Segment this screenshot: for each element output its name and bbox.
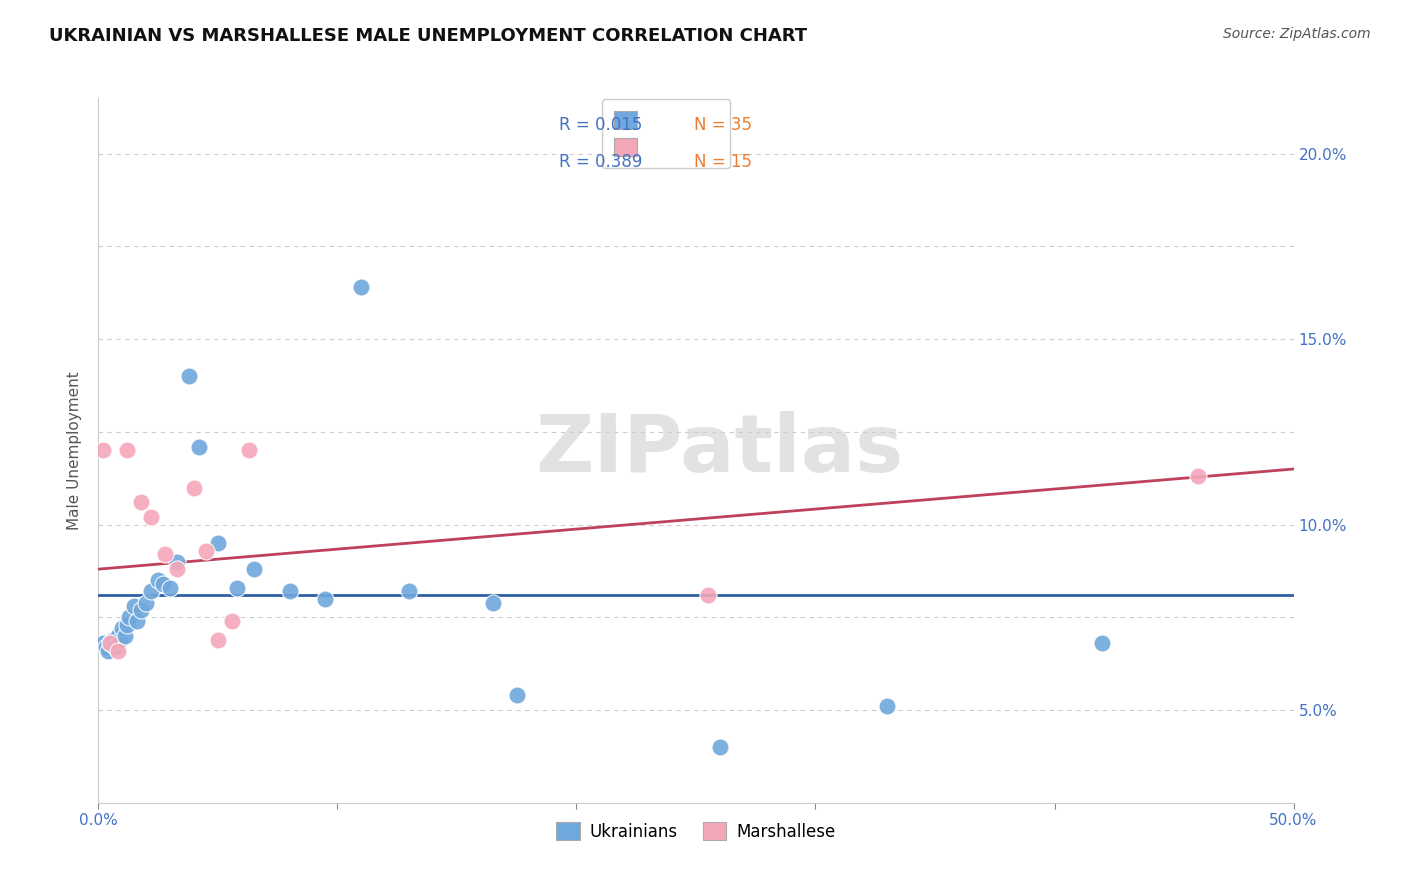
Point xyxy=(243,562,266,576)
Point xyxy=(91,443,114,458)
Point xyxy=(159,581,181,595)
Point xyxy=(207,632,229,647)
Point xyxy=(94,640,117,654)
Point xyxy=(195,543,218,558)
Legend: Ukrainians, Marshallese: Ukrainians, Marshallese xyxy=(550,815,842,847)
Point xyxy=(506,688,529,702)
Text: N = 15: N = 15 xyxy=(693,153,752,171)
Point xyxy=(98,636,122,650)
Point xyxy=(104,640,127,654)
Point xyxy=(398,584,420,599)
Text: Source: ZipAtlas.com: Source: ZipAtlas.com xyxy=(1223,27,1371,41)
Point xyxy=(124,599,146,614)
Point xyxy=(315,591,337,606)
Point xyxy=(139,510,162,524)
Point xyxy=(139,584,162,599)
Point xyxy=(183,481,205,495)
Point xyxy=(135,595,157,609)
Point xyxy=(166,562,188,576)
Point xyxy=(1091,636,1114,650)
Point xyxy=(118,610,141,624)
Point xyxy=(179,369,201,384)
Text: R = 0.015: R = 0.015 xyxy=(558,116,643,134)
Point xyxy=(107,644,129,658)
Point xyxy=(226,581,249,595)
Point xyxy=(125,614,148,628)
Point xyxy=(131,495,153,509)
Point xyxy=(108,632,131,647)
Point xyxy=(207,536,229,550)
Point xyxy=(107,629,129,643)
Point xyxy=(131,603,153,617)
Point xyxy=(1187,469,1209,483)
Text: R = 0.389: R = 0.389 xyxy=(558,153,643,171)
Text: ZIPatlas: ZIPatlas xyxy=(536,411,904,490)
Point xyxy=(350,280,373,294)
Point xyxy=(187,440,209,454)
Text: N = 35: N = 35 xyxy=(693,116,752,134)
Point xyxy=(111,622,134,636)
Point xyxy=(709,740,731,755)
Y-axis label: Male Unemployment: Male Unemployment xyxy=(67,371,83,530)
Point xyxy=(481,595,505,609)
Point xyxy=(221,614,243,628)
Point xyxy=(152,577,174,591)
Point xyxy=(697,588,720,602)
Point xyxy=(278,584,301,599)
Point xyxy=(98,636,122,650)
Text: UKRAINIAN VS MARSHALLESE MALE UNEMPLOYMENT CORRELATION CHART: UKRAINIAN VS MARSHALLESE MALE UNEMPLOYME… xyxy=(49,27,807,45)
Point xyxy=(101,632,124,647)
Point xyxy=(166,555,188,569)
Point xyxy=(155,547,177,561)
Point xyxy=(238,443,260,458)
Point xyxy=(876,699,898,714)
Point xyxy=(97,644,120,658)
Point xyxy=(91,636,114,650)
Point xyxy=(114,629,136,643)
Point xyxy=(148,574,170,588)
Point xyxy=(115,617,138,632)
Point xyxy=(115,443,138,458)
